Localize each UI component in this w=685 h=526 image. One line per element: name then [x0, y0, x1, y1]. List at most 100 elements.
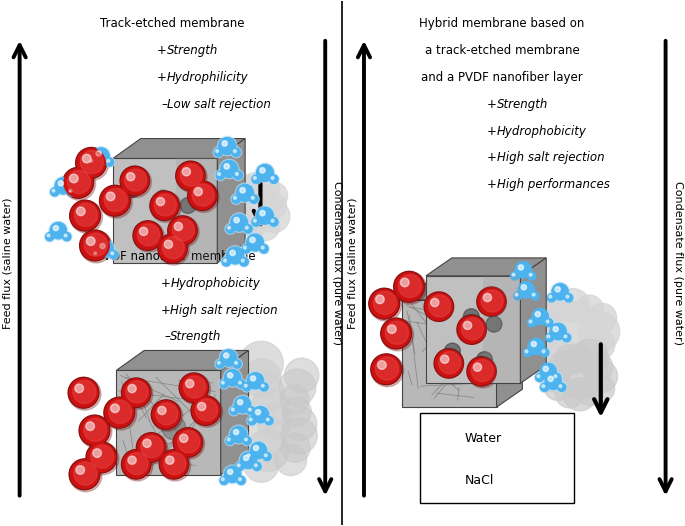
Circle shape [125, 169, 147, 191]
Circle shape [582, 352, 612, 383]
Circle shape [219, 349, 238, 367]
Circle shape [229, 425, 248, 444]
Circle shape [545, 332, 555, 343]
Circle shape [80, 230, 112, 263]
Circle shape [438, 351, 460, 373]
Circle shape [282, 397, 311, 426]
Circle shape [427, 429, 447, 448]
Circle shape [236, 173, 238, 175]
Circle shape [241, 244, 251, 254]
Circle shape [519, 265, 523, 270]
Circle shape [247, 454, 250, 457]
Circle shape [233, 360, 241, 368]
Circle shape [230, 427, 247, 443]
Circle shape [134, 222, 161, 249]
Circle shape [101, 187, 129, 215]
Circle shape [70, 200, 101, 231]
Circle shape [111, 404, 119, 412]
Circle shape [173, 428, 203, 457]
Circle shape [429, 430, 446, 447]
Circle shape [213, 147, 223, 158]
Circle shape [105, 399, 134, 427]
Circle shape [540, 363, 556, 379]
Circle shape [243, 383, 251, 391]
Text: Strength: Strength [497, 98, 549, 110]
Circle shape [222, 258, 231, 266]
Circle shape [216, 171, 225, 179]
Circle shape [471, 360, 493, 382]
Circle shape [549, 352, 576, 379]
Circle shape [512, 274, 515, 276]
Circle shape [424, 440, 433, 449]
Circle shape [398, 275, 421, 298]
Circle shape [270, 218, 278, 226]
Circle shape [68, 188, 76, 196]
Circle shape [245, 451, 255, 462]
Circle shape [271, 219, 274, 222]
Circle shape [49, 221, 68, 240]
Circle shape [252, 407, 269, 423]
Circle shape [550, 323, 566, 340]
Circle shape [263, 452, 271, 461]
Circle shape [575, 295, 603, 323]
Circle shape [159, 235, 186, 262]
Circle shape [84, 418, 107, 441]
Circle shape [279, 369, 316, 406]
Circle shape [231, 194, 242, 205]
Circle shape [530, 274, 532, 276]
Circle shape [106, 192, 115, 201]
Circle shape [443, 425, 459, 441]
Circle shape [123, 379, 150, 406]
Circle shape [225, 246, 245, 265]
Circle shape [162, 416, 186, 440]
Circle shape [108, 249, 119, 260]
Circle shape [219, 379, 229, 389]
Text: +: + [487, 151, 497, 164]
Circle shape [536, 373, 544, 381]
Circle shape [251, 211, 279, 240]
Circle shape [527, 271, 537, 281]
Circle shape [549, 295, 551, 298]
Circle shape [543, 339, 575, 372]
Circle shape [271, 177, 274, 179]
Circle shape [551, 372, 562, 382]
Circle shape [245, 233, 265, 252]
Circle shape [467, 357, 498, 388]
Circle shape [225, 370, 240, 386]
Circle shape [219, 159, 239, 179]
Circle shape [468, 358, 495, 385]
Circle shape [100, 244, 105, 249]
Circle shape [67, 170, 90, 194]
Circle shape [155, 403, 178, 425]
Polygon shape [116, 370, 221, 475]
Circle shape [189, 182, 216, 209]
Circle shape [266, 418, 269, 421]
Circle shape [219, 138, 236, 155]
Text: High salt rejection: High salt rejection [497, 151, 605, 164]
Circle shape [251, 388, 288, 426]
Polygon shape [175, 158, 217, 263]
Circle shape [94, 252, 97, 255]
Circle shape [224, 164, 229, 169]
Circle shape [545, 319, 553, 327]
Circle shape [164, 240, 173, 248]
Circle shape [261, 193, 286, 219]
Circle shape [270, 175, 278, 184]
Circle shape [216, 150, 219, 153]
Circle shape [63, 167, 94, 198]
Circle shape [92, 250, 101, 259]
Circle shape [243, 456, 249, 461]
Circle shape [97, 240, 113, 257]
Circle shape [280, 385, 310, 414]
Circle shape [544, 372, 562, 391]
Circle shape [55, 178, 71, 194]
Polygon shape [402, 282, 523, 300]
Circle shape [64, 234, 67, 237]
Circle shape [166, 456, 174, 464]
Circle shape [564, 378, 597, 411]
Circle shape [532, 308, 549, 325]
Circle shape [250, 442, 266, 459]
Text: +: + [160, 304, 171, 317]
Circle shape [177, 163, 204, 189]
Circle shape [464, 321, 472, 330]
